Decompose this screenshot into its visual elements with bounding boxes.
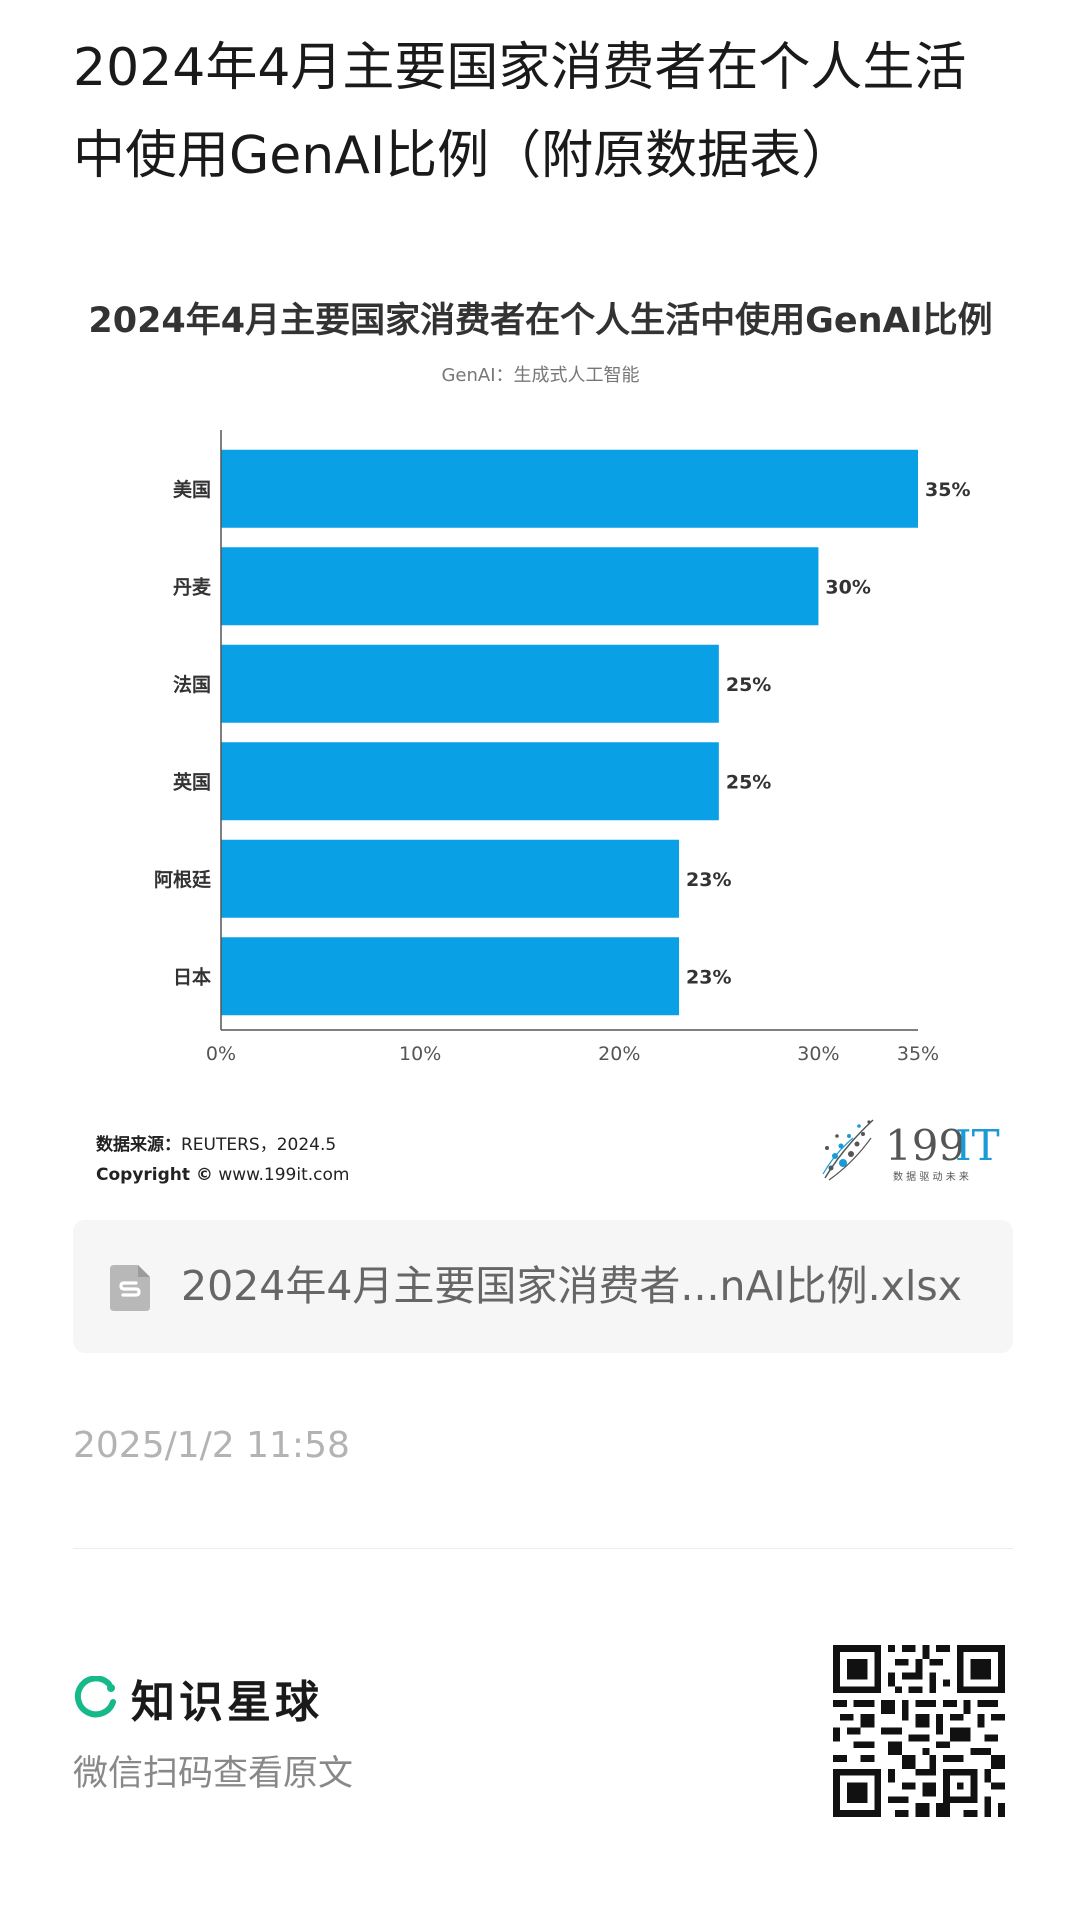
x-tick-label: 35% (897, 1043, 939, 1065)
category-label: 日本 (173, 965, 211, 988)
zsxq-logo-icon (74, 1676, 116, 1718)
qr-code[interactable] (833, 1645, 1005, 1817)
logo-199it: 199 IT 数 据 驱 动 未 来 (822, 1119, 1000, 1183)
attachment-file-name: 2024年4月主要国家消费者...nAI比例.xlsx (181, 1262, 962, 1310)
value-label: 30% (825, 576, 870, 598)
brand-block: 知识星球 (73, 1668, 323, 1728)
scan-hint: 微信扫码查看原文 (73, 1754, 354, 1794)
chart-source: 数据来源：REUTERS，2024.5 Copyright © www.199i… (96, 1130, 349, 1190)
logo-text-main: 199 (885, 1121, 965, 1170)
logo-tagline: 数 据 驱 动 未 来 (893, 1170, 969, 1183)
divider (73, 1548, 1013, 1549)
bar-1 (221, 547, 819, 626)
x-tick-label: 20% (598, 1043, 640, 1065)
bar-chart: 美国 35% 丹麦 30% 法国 25% 英国 25% 阿根廷 23% 日本 23% 0% 10% 20% 3… (154, 430, 970, 1065)
value-label: 23% (686, 869, 731, 891)
category-label: 法国 (173, 673, 211, 696)
category-label: 美国 (173, 478, 211, 501)
copyright-label: Copyright © (96, 1165, 213, 1185)
bar-0 (221, 449, 918, 528)
bar-4 (221, 839, 680, 918)
value-label: 35% (925, 479, 970, 501)
chart-title: 2024年4月主要国家消费者在个人生活中使用GenAI比例 (88, 301, 993, 341)
category-label: 英国 (173, 770, 211, 793)
chart-subtitle: GenAI：生成式人工智能 (441, 365, 640, 386)
attachment-file[interactable]: 2024年4月主要国家消费者...nAI比例.xlsx (73, 1220, 1013, 1353)
x-tick-label: 30% (797, 1043, 839, 1065)
category-label: 丹麦 (173, 575, 212, 598)
bar-3 (221, 742, 719, 821)
bar-5 (221, 937, 680, 1016)
post-title: 2024年4月主要国家消费者在个人生活中使用GenAI比例（附原数据表） (73, 38, 967, 186)
brand-name: 知识星球 (131, 1677, 323, 1728)
spreadsheet-file-icon (110, 1265, 150, 1311)
source-label: 数据来源： (96, 1135, 181, 1155)
copyright-value: www.199it.com (212, 1165, 350, 1185)
source-value: REUTERS，2024.5 (181, 1135, 337, 1155)
post-timestamp: 2025/1/2 11:58 (73, 1425, 350, 1466)
bar-2 (221, 644, 719, 723)
chart-image[interactable]: 2024年4月主要国家消费者在个人生活中使用GenAI比例 GenAI：生成式人… (73, 280, 1008, 1210)
logo-dots-icon (822, 1119, 874, 1181)
category-label: 阿根廷 (154, 868, 212, 891)
x-tick-label: 0% (206, 1043, 236, 1065)
value-label: 23% (686, 966, 731, 988)
value-label: 25% (726, 674, 771, 696)
value-label: 25% (726, 771, 771, 793)
x-tick-label: 10% (399, 1043, 441, 1065)
logo-text-accent: IT (955, 1121, 1000, 1170)
